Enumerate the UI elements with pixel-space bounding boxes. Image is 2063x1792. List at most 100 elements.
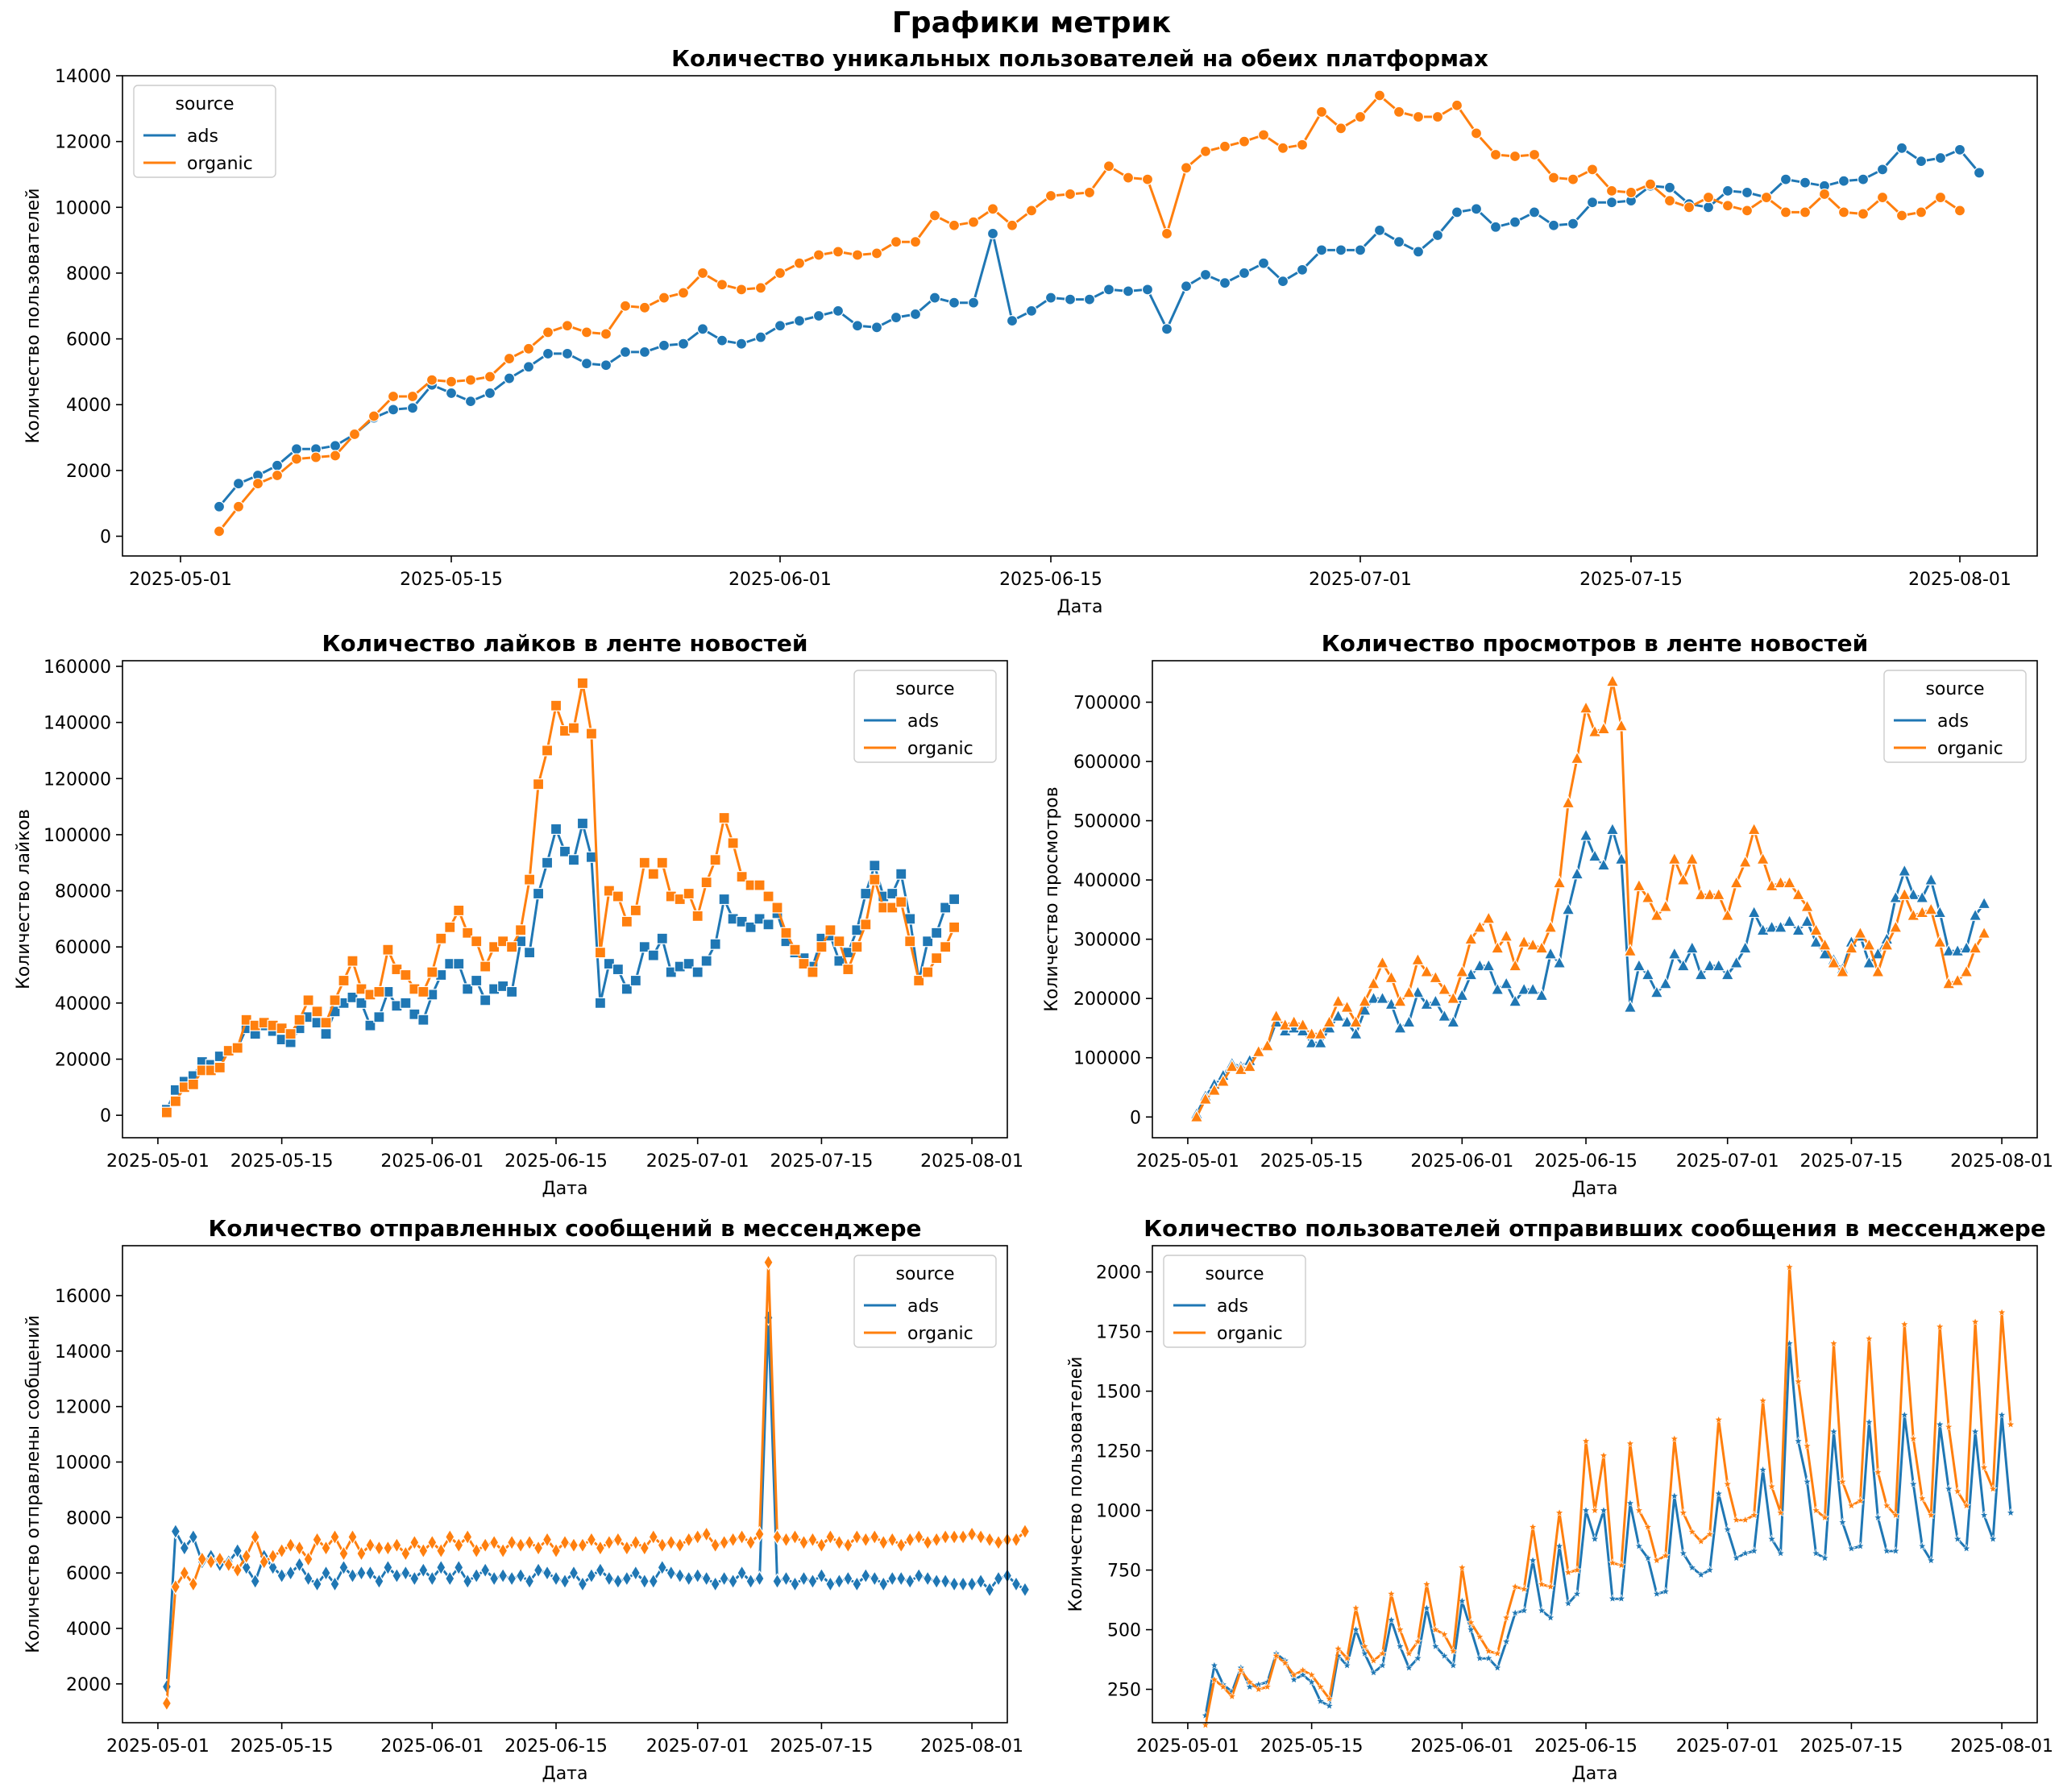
data-point-organic bbox=[1316, 1682, 1326, 1691]
data-point-ads bbox=[1934, 151, 1947, 164]
data-point-ads bbox=[1783, 914, 1797, 927]
x-tick-label: 2025-08-01 bbox=[1908, 570, 2011, 590]
data-point-ads bbox=[1721, 967, 1735, 981]
data-point-organic bbox=[1122, 172, 1135, 184]
data-point-organic bbox=[1448, 1646, 1458, 1655]
legend-label-organic: organic bbox=[907, 1324, 973, 1344]
data-point-ads bbox=[561, 347, 574, 360]
legend: source ads organic bbox=[1163, 1255, 1306, 1348]
data-point-ads bbox=[1870, 946, 1885, 960]
data-point-organic bbox=[1747, 822, 1762, 836]
legend-label-ads: ads bbox=[1937, 711, 1969, 732]
data-point-organic bbox=[774, 267, 787, 280]
x-axis-label: Дата bbox=[542, 1179, 588, 1199]
data-point-organic bbox=[1517, 935, 1531, 948]
data-point-organic bbox=[1546, 1582, 1555, 1591]
data-point-ads bbox=[677, 338, 690, 350]
y-tick-label: 14000 bbox=[55, 1342, 111, 1363]
data-point-organic bbox=[600, 328, 612, 340]
data-point-organic bbox=[251, 478, 264, 490]
chart-title: Количество уникальных пользователей на о… bbox=[671, 45, 1488, 72]
data-point-organic bbox=[550, 1542, 562, 1559]
data-point-organic bbox=[187, 1078, 199, 1090]
data-point-ads bbox=[250, 1573, 260, 1590]
data-point-organic bbox=[454, 1537, 464, 1553]
data-point-organic bbox=[957, 1529, 969, 1545]
data-point-ads bbox=[719, 1570, 729, 1587]
data-point-organic bbox=[1767, 1482, 1777, 1491]
data-point-organic bbox=[896, 1537, 907, 1553]
data-point-organic bbox=[1534, 940, 1549, 954]
data-point-ads bbox=[1517, 981, 1531, 995]
data-point-ads bbox=[1160, 323, 1173, 335]
data-point-organic bbox=[223, 1556, 234, 1573]
data-point-ads bbox=[696, 323, 709, 335]
data-point-ads bbox=[1579, 828, 1593, 841]
data-point-ads bbox=[1811, 1548, 1821, 1558]
data-point-ads bbox=[1316, 1696, 1326, 1706]
plot-frame bbox=[122, 75, 2038, 557]
data-point-organic bbox=[812, 249, 825, 261]
data-point-ads bbox=[503, 372, 516, 384]
data-point-organic bbox=[619, 300, 632, 312]
legend-box bbox=[1163, 1255, 1306, 1348]
data-point-organic bbox=[1783, 875, 1797, 889]
data-point-organic bbox=[1368, 1656, 1379, 1665]
data-point-ads bbox=[1988, 1534, 1998, 1543]
y-tick-label: 400000 bbox=[1073, 871, 1141, 891]
data-point-ads bbox=[232, 1542, 243, 1559]
data-point-ads bbox=[666, 1564, 676, 1582]
data-point-ads bbox=[861, 1567, 871, 1584]
x-tick-label: 2025-05-01 bbox=[106, 1736, 210, 1757]
data-point-organic bbox=[594, 947, 607, 959]
data-point-organic bbox=[188, 1575, 199, 1593]
data-point-organic bbox=[1180, 162, 1193, 174]
data-point-organic bbox=[696, 267, 709, 280]
y-axis-label: Количество пользователей bbox=[1066, 1356, 1086, 1612]
data-point-organic bbox=[1977, 926, 1991, 939]
data-point-ads bbox=[683, 957, 695, 970]
legend-box bbox=[1883, 670, 2027, 763]
data-point-organic bbox=[285, 1537, 296, 1553]
data-point-ads bbox=[1122, 285, 1135, 297]
data-point-organic bbox=[763, 1254, 774, 1271]
data-point-organic bbox=[1581, 1436, 1591, 1446]
data-point-organic bbox=[1811, 1505, 1821, 1515]
data-point-organic bbox=[940, 941, 952, 953]
data-point-organic bbox=[683, 887, 695, 900]
data-point-organic bbox=[1289, 1670, 1299, 1679]
data-point-organic bbox=[1375, 955, 1389, 969]
data-point-organic bbox=[890, 236, 903, 248]
data-point-organic bbox=[1044, 189, 1057, 202]
data-point-organic bbox=[1670, 1434, 1679, 1443]
data-point-ads bbox=[1723, 1524, 1733, 1533]
data-point-organic bbox=[1377, 1649, 1387, 1657]
data-point-organic bbox=[1508, 958, 1522, 972]
data-point-organic bbox=[1011, 1531, 1022, 1548]
chart-messages: Количество отправленных сообщений в месс… bbox=[23, 1215, 1031, 1784]
data-point-organic bbox=[1864, 1334, 1874, 1343]
data-point-ads bbox=[1679, 1548, 1688, 1558]
data-point-ads bbox=[1083, 293, 1096, 305]
data-point-organic bbox=[745, 1534, 756, 1551]
data-point-ads bbox=[1846, 1544, 1856, 1553]
data-point-ads bbox=[692, 1567, 703, 1584]
data-point-ads bbox=[1499, 976, 1513, 989]
data-point-organic bbox=[1799, 206, 1812, 218]
data-point-organic bbox=[1537, 1579, 1546, 1589]
data-point-ads bbox=[887, 1570, 898, 1587]
data-point-organic bbox=[338, 1545, 349, 1562]
data-point-organic bbox=[1412, 110, 1425, 123]
legend-label-ads: ads bbox=[1217, 1296, 1248, 1317]
data-point-ads bbox=[1410, 985, 1425, 998]
y-tick-label: 16000 bbox=[55, 1287, 111, 1307]
data-point-ads bbox=[188, 1529, 199, 1545]
data-point-ads bbox=[807, 1573, 818, 1590]
data-point-organic bbox=[1019, 1523, 1031, 1540]
data-point-ads bbox=[1373, 224, 1386, 236]
data-point-organic bbox=[1236, 1665, 1246, 1674]
data-point-ads bbox=[948, 893, 961, 906]
data-point-organic bbox=[1932, 935, 1947, 948]
data-point-ads bbox=[1663, 181, 1676, 193]
data-point-organic bbox=[515, 1537, 526, 1553]
